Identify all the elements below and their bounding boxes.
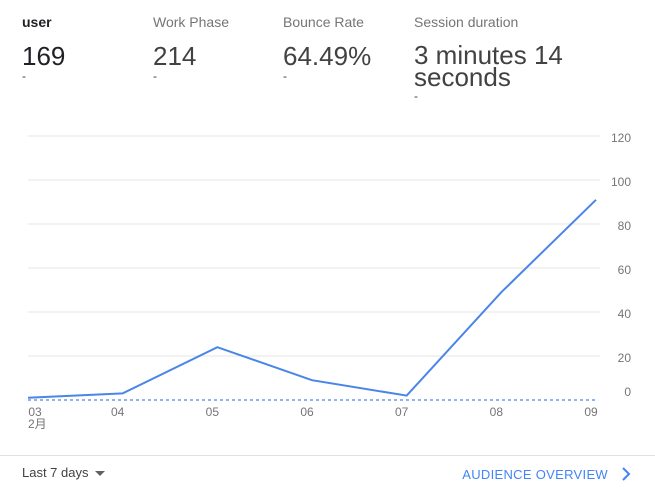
metric-session-duration[interactable]: Session duration 3 minutes 14 seconds -	[414, 14, 604, 102]
sessions-line-chart[interactable]: 0 20 40 60 80 100 120 03 04 05 06 07 08 09 2月	[0, 120, 655, 440]
y-tick-label: 0	[624, 385, 631, 399]
series-line	[27, 199, 597, 399]
y-tick-label: 100	[611, 175, 631, 189]
date-range-dropdown[interactable]: Last 7 days	[22, 465, 105, 480]
metric-value: 214	[153, 41, 197, 71]
metric-change: -	[283, 69, 287, 83]
metric-user[interactable]: user 169 -	[22, 14, 65, 82]
chevron-right-icon[interactable]	[619, 466, 633, 482]
audience-overview-link[interactable]: AUDIENCE OVERVIEW	[462, 467, 608, 482]
metric-value: 3 minutes 14 seconds	[414, 40, 563, 92]
x-tick-label: 04	[111, 405, 125, 419]
x-tick-label: 05	[206, 405, 220, 419]
date-range-label: Last 7 days	[22, 465, 89, 480]
y-tick-label: 80	[618, 219, 632, 233]
y-tick-label: 120	[611, 131, 631, 145]
footer-divider	[0, 455, 655, 456]
x-tick-label: 03	[28, 405, 42, 419]
metric-bounce-rate[interactable]: Bounce Rate 64.49% -	[283, 14, 371, 82]
metric-label: user	[22, 14, 52, 30]
y-tick-label: 40	[618, 307, 632, 321]
caret-down-icon	[94, 471, 105, 477]
y-tick-label: 20	[618, 351, 632, 365]
x-tick-label: 07	[395, 405, 409, 419]
y-tick-label: 60	[618, 263, 632, 277]
metric-work-phase[interactable]: Work Phase 214 -	[153, 14, 229, 82]
x-tick-label: 06	[300, 405, 314, 419]
x-month-label: 2月	[28, 417, 47, 431]
metric-value: 64.49%	[283, 41, 372, 71]
metric-label: Session duration	[414, 14, 519, 30]
x-tick-label: 09	[584, 405, 598, 419]
metric-change: -	[414, 89, 418, 103]
metric-change: -	[22, 69, 26, 83]
metric-value: 169	[22, 41, 66, 71]
metric-label: Bounce Rate	[283, 14, 364, 30]
metric-change: -	[153, 69, 157, 83]
x-tick-label: 08	[490, 405, 504, 419]
metric-label: Work Phase	[153, 14, 229, 30]
